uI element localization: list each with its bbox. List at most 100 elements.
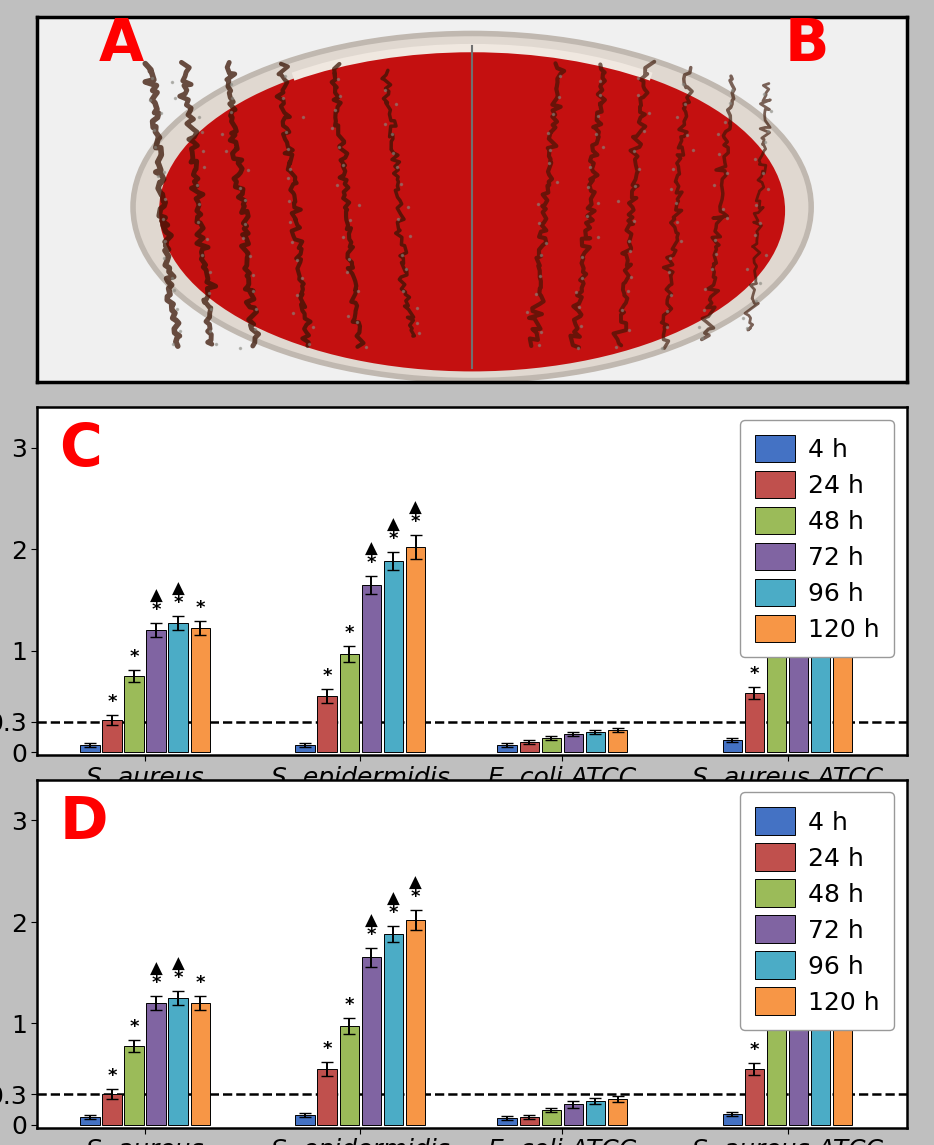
Bar <box>788 502 808 752</box>
Text: ▲: ▲ <box>172 955 184 972</box>
Text: *: * <box>366 926 375 945</box>
Text: *: * <box>749 1041 758 1059</box>
Bar <box>810 846 829 1124</box>
X-axis label: Isolates: Isolates <box>410 827 533 854</box>
Bar <box>361 585 381 752</box>
Text: ▲: ▲ <box>364 539 377 558</box>
Text: *: * <box>410 887 420 906</box>
Text: *: * <box>107 693 117 711</box>
Text: *: * <box>389 530 398 548</box>
Bar <box>147 1003 165 1124</box>
Text: *: * <box>771 598 781 616</box>
Text: *: * <box>345 996 354 1014</box>
Bar <box>168 623 188 752</box>
Legend: 4 h, 24 h, 48 h, 72 h, 96 h, 120 h: 4 h, 24 h, 48 h, 72 h, 96 h, 120 h <box>740 792 894 1029</box>
Text: ▲: ▲ <box>791 452 804 471</box>
Bar <box>497 1118 517 1124</box>
Bar <box>168 998 188 1124</box>
Bar <box>766 629 785 752</box>
Text: *: * <box>195 599 205 617</box>
Text: ▲: ▲ <box>836 432 848 450</box>
Bar <box>607 1099 627 1124</box>
Text: *: * <box>837 447 847 464</box>
Text: ▲: ▲ <box>814 799 827 818</box>
Bar <box>832 479 852 752</box>
Bar <box>383 561 403 752</box>
Text: A: A <box>98 16 143 73</box>
Text: *: * <box>322 1040 332 1058</box>
Text: *: * <box>410 513 420 531</box>
Text: *: * <box>771 971 781 989</box>
Text: ▲: ▲ <box>836 805 848 822</box>
Ellipse shape <box>133 33 811 380</box>
Bar <box>80 1116 99 1124</box>
Bar <box>810 473 829 752</box>
Bar <box>744 693 763 752</box>
Bar <box>318 696 336 752</box>
Text: D: D <box>59 793 107 851</box>
Text: *: * <box>815 814 825 831</box>
Bar <box>519 1116 539 1124</box>
Bar <box>147 631 165 752</box>
Bar <box>519 742 539 752</box>
Text: *: * <box>345 624 354 641</box>
Bar <box>339 1026 359 1124</box>
Text: ▲: ▲ <box>364 913 377 930</box>
Bar <box>607 729 627 752</box>
Text: ▲: ▲ <box>387 890 400 908</box>
Text: ▲: ▲ <box>149 960 163 978</box>
Text: *: * <box>173 969 183 987</box>
Text: ▲: ▲ <box>814 427 827 444</box>
Bar <box>497 745 517 752</box>
Text: C: C <box>59 421 102 479</box>
Text: *: * <box>173 594 183 613</box>
Bar <box>80 745 99 752</box>
Bar <box>383 934 403 1124</box>
Text: *: * <box>793 837 802 855</box>
Ellipse shape <box>159 50 785 371</box>
Bar <box>563 734 583 752</box>
Text: *: * <box>366 553 375 571</box>
Text: *: * <box>837 819 847 837</box>
Bar <box>722 740 742 752</box>
Bar <box>191 629 210 752</box>
Text: B: B <box>785 16 828 73</box>
Text: *: * <box>749 665 758 684</box>
Text: ▲: ▲ <box>409 499 421 516</box>
Text: *: * <box>322 668 332 685</box>
Bar <box>339 654 359 752</box>
Bar <box>788 871 808 1124</box>
Text: *: * <box>129 1018 138 1035</box>
Bar <box>541 1110 560 1124</box>
Text: *: * <box>195 974 205 992</box>
Bar <box>124 1045 144 1124</box>
Bar <box>766 1001 785 1124</box>
Text: *: * <box>815 441 825 459</box>
Text: *: * <box>389 903 398 922</box>
Text: *: * <box>151 601 161 619</box>
Bar <box>124 676 144 752</box>
Bar <box>405 919 425 1124</box>
Bar <box>295 745 315 752</box>
Bar <box>586 1101 604 1124</box>
Text: *: * <box>793 466 802 484</box>
Bar <box>405 547 425 752</box>
Bar <box>744 1069 763 1124</box>
Text: ▲: ▲ <box>387 516 400 534</box>
Bar <box>102 720 121 752</box>
Bar <box>318 1069 336 1124</box>
Bar <box>361 957 381 1124</box>
Bar <box>191 1003 210 1124</box>
Text: *: * <box>107 1067 117 1085</box>
Legend: 4 h, 24 h, 48 h, 72 h, 96 h, 120 h: 4 h, 24 h, 48 h, 72 h, 96 h, 120 h <box>740 420 894 657</box>
Bar <box>541 737 560 752</box>
Bar <box>295 1114 315 1124</box>
Text: ▲: ▲ <box>409 874 421 892</box>
Text: *: * <box>151 974 161 992</box>
Bar <box>563 1105 583 1124</box>
Text: ▲: ▲ <box>172 579 184 598</box>
Bar <box>722 1114 742 1124</box>
Text: ▲: ▲ <box>149 587 163 605</box>
Bar <box>832 851 852 1124</box>
Text: *: * <box>129 648 138 666</box>
